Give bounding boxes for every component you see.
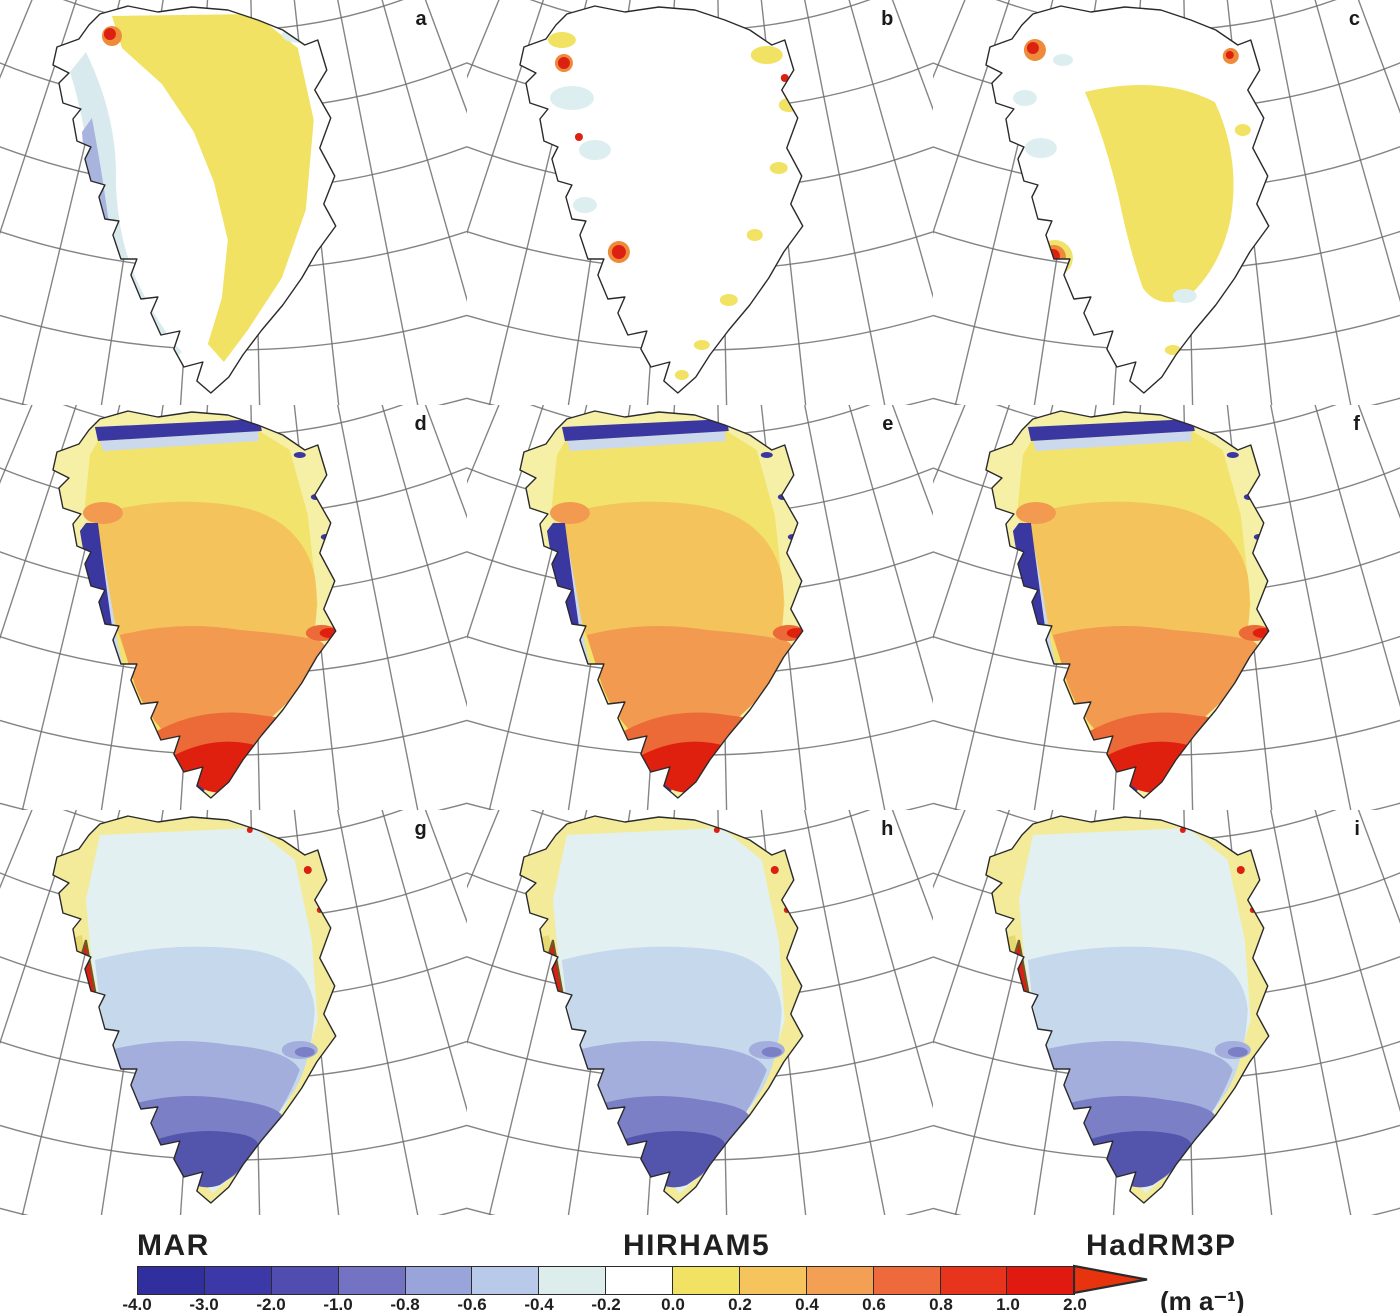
colorbar-segment [939,1266,1009,1295]
panel-letter-e: e [882,413,894,435]
colorbar-unit-label: (m a⁻¹) [1160,1286,1245,1313]
colorbar-tick: 0.2 [728,1295,752,1313]
map-f-hadrm3p-middle [933,405,1400,810]
panel-letter-h: h [881,818,894,840]
map-e-hirham5-middle [466,405,934,810]
map-b-hirham5-top [466,0,934,405]
map-g-mar-bottom [0,810,467,1215]
colorbar-tick: 1.0 [996,1295,1020,1313]
colorbar-segment [471,1266,540,1295]
colorbar-arrow [1073,1264,1148,1295]
colorbar-tick: -2.0 [256,1295,286,1313]
colorbar-segment [538,1266,607,1295]
model-label-hirham5: HIRHAM5 [623,1229,771,1262]
panel-letter-i: i [1354,818,1360,840]
panel-letter-c: c [1348,8,1360,30]
colorbar-segments [137,1266,1075,1295]
colorbar-tick: 2.0 [1063,1295,1087,1313]
panel-c: c [933,0,1400,405]
panel-letter-g: g [414,818,427,840]
map-h-hirham5-bottom [466,810,934,1215]
panel-letter-a: a [415,8,427,30]
panel-e: e [466,405,934,810]
colorbar-segment [672,1266,741,1295]
colorbar-tick: -3.0 [189,1295,219,1313]
colorbar-tick: 0.0 [661,1295,685,1313]
map-c-hadrm3p-top [933,0,1400,405]
colorbar-tick: -1.0 [323,1295,353,1313]
panel-letter-d: d [414,413,427,435]
colorbar-segment [203,1266,273,1295]
colorbar-tick: -0.6 [457,1295,487,1313]
colorbar-tick: 0.4 [795,1295,819,1313]
colorbar-segment [872,1266,942,1295]
map-a-mar-top [0,0,467,405]
colorbar-segment [337,1266,407,1295]
colorbar-segment [137,1266,206,1295]
colorbar-segment [738,1266,808,1295]
colorbar-tick: -0.2 [591,1295,621,1313]
panel-g: g [0,810,467,1215]
model-label-mar: MAR [137,1229,210,1262]
panel-h: h [466,810,934,1215]
colorbar-tick: -0.4 [524,1295,554,1313]
colorbar-segment [270,1266,340,1295]
colorbar-segment [805,1266,875,1295]
panel-letter-b: b [881,8,894,30]
figure-footer: MAR HIRHAM5 HadRM3P -4.0 -3.0 -2.0 -1.0 -0.8… [0,1215,1400,1313]
colorbar-tick: 0.6 [862,1295,886,1313]
map-i-hadrm3p-bottom [933,810,1400,1215]
colorbar-tick: -4.0 [122,1295,152,1313]
colorbar-tick: -0.8 [390,1295,420,1313]
panel-b: b [466,0,934,405]
colorbar-segment [404,1266,474,1295]
panel-letter-f: f [1353,413,1360,435]
map-grid: a b c d e f g h [0,0,1400,1215]
colorbar-segment [1006,1266,1075,1295]
panel-i: i [933,810,1400,1215]
colorbar-segment [605,1266,674,1295]
panel-d: d [0,405,467,810]
colorbar-tick: 0.8 [929,1295,953,1313]
model-label-hadrm3p: HadRM3P [1086,1229,1237,1262]
map-d-mar-middle [0,405,467,810]
panel-f: f [933,405,1400,810]
panel-a: a [0,0,467,405]
